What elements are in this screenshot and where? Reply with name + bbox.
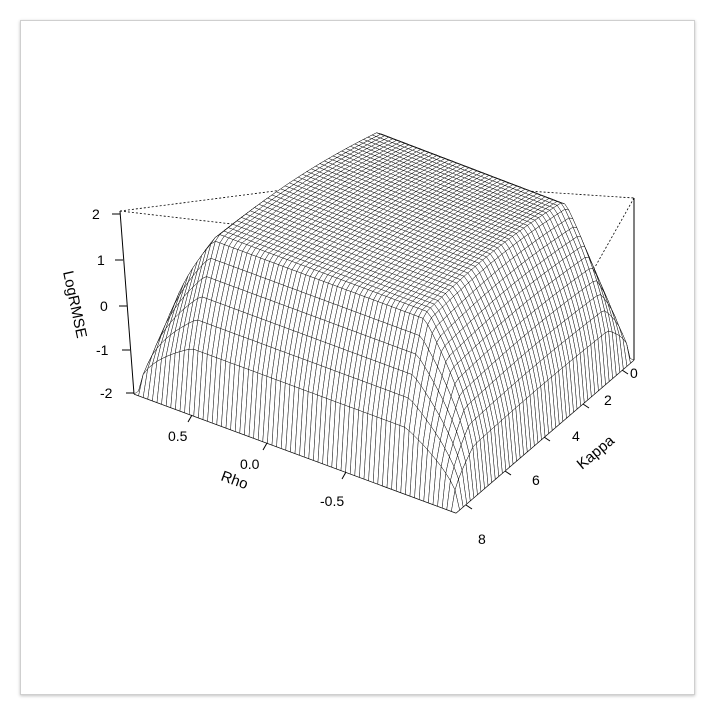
surface-facet: [451, 489, 460, 514]
kappa-tick-mark-8: [465, 504, 473, 510]
z-tick-label-2: 2: [92, 206, 100, 222]
rho-tick-label-0.0: 0.0: [240, 456, 260, 472]
rho-axis-ticks: 0.5 0.0 -0.5: [168, 414, 347, 509]
kappa-tick-label-2: 2: [604, 392, 612, 408]
rho-tick-label--0.5: -0.5: [320, 493, 344, 509]
z-tick-label-0: 0: [100, 298, 108, 314]
rho-tick-mark-0.0: [262, 442, 268, 451]
kappa-tick-label-8: 8: [478, 531, 486, 547]
kappa-axis-title: Kappa: [574, 432, 619, 473]
z-axis-ticks: 2 1 0 -1 -2: [92, 206, 134, 401]
kappa-tick-mark-4: [543, 436, 551, 442]
z-tick-label-m2: -2: [100, 385, 113, 401]
rho-tick-label-0.5: 0.5: [168, 428, 188, 444]
z-axis-line: [119, 210, 135, 395]
kappa-tick-label-6: 6: [532, 472, 540, 488]
kappa-tick-mark-0: [621, 369, 629, 375]
rho-tick-mark--0.5: [341, 471, 347, 480]
z-tick-label-1: 1: [97, 252, 105, 268]
kappa-tick-mark-2: [582, 403, 590, 409]
z-tick-label-m1: -1: [96, 342, 109, 358]
surface-mesh: [133, 132, 635, 514]
kappa-tick-label-4: 4: [572, 428, 580, 444]
rho-tick-mark-0.5: [187, 414, 193, 423]
kappa-axis-ticks: 0 2 4 6 8: [465, 365, 638, 547]
z-axis-title: LogRMSE: [59, 269, 90, 339]
kappa-tick-mark-6: [504, 470, 512, 476]
kappa-tick-label-0: 0: [630, 365, 638, 381]
